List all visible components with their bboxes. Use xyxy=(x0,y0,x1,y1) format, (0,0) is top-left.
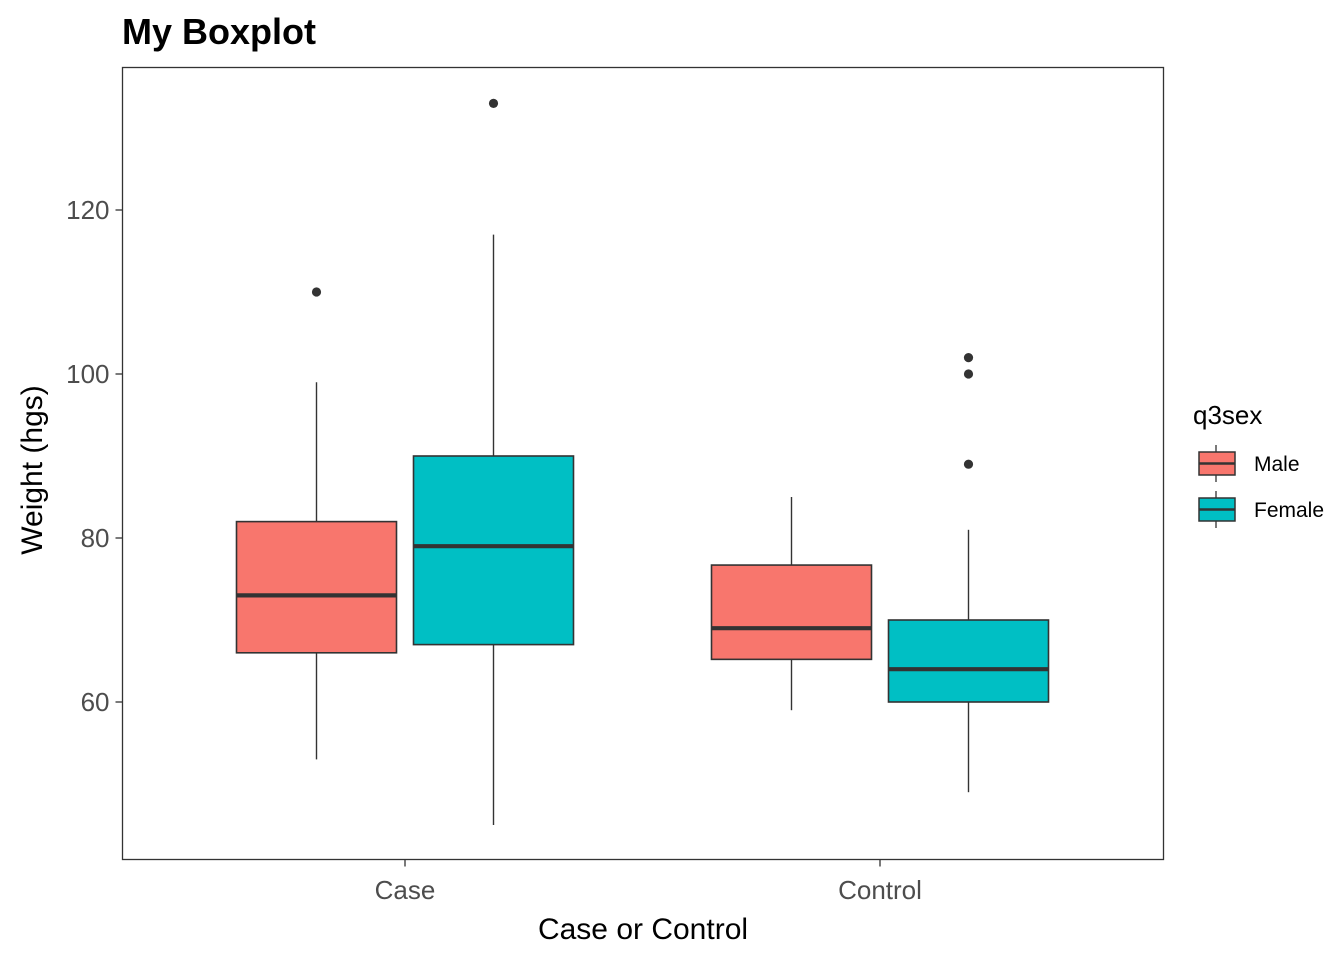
plot-panel xyxy=(121,66,1165,861)
outlier-point xyxy=(963,369,974,379)
box-female-case xyxy=(412,98,575,825)
y-axis: 60 80 100 120 xyxy=(66,195,123,717)
legend-key-female xyxy=(1198,491,1236,528)
x-axis: Case Control xyxy=(375,859,922,905)
legend-label-female: Female xyxy=(1254,499,1324,522)
x-tick-label: Case xyxy=(375,875,436,905)
legend-title: q3sex xyxy=(1193,400,1262,430)
legend-key-male xyxy=(1198,445,1236,482)
outlier-point xyxy=(963,459,974,469)
y-tick-label: 60 xyxy=(81,687,110,717)
y-tick-label: 120 xyxy=(66,195,109,225)
x-tick-label: Control xyxy=(838,875,922,905)
box-female-control xyxy=(887,353,1050,793)
legend: q3sex Male Female xyxy=(1193,400,1324,528)
outlier-point xyxy=(311,287,322,297)
y-tick-label: 100 xyxy=(66,359,109,389)
iqr-box xyxy=(710,564,873,661)
x-axis-title: Case or Control xyxy=(538,913,748,946)
box-groups xyxy=(235,98,1050,825)
y-axis-title: Weight (hgs) xyxy=(16,385,49,555)
chart-title: My Boxplot xyxy=(122,11,316,52)
outlier-point xyxy=(488,98,499,108)
box-male-control xyxy=(710,497,873,711)
box-male-case xyxy=(235,287,398,760)
iqr-box xyxy=(887,619,1050,703)
iqr-box xyxy=(235,520,398,654)
outlier-point xyxy=(963,353,974,363)
iqr-box xyxy=(412,455,575,646)
legend-label-male: Male xyxy=(1254,453,1300,476)
y-tick-label: 80 xyxy=(81,523,110,553)
